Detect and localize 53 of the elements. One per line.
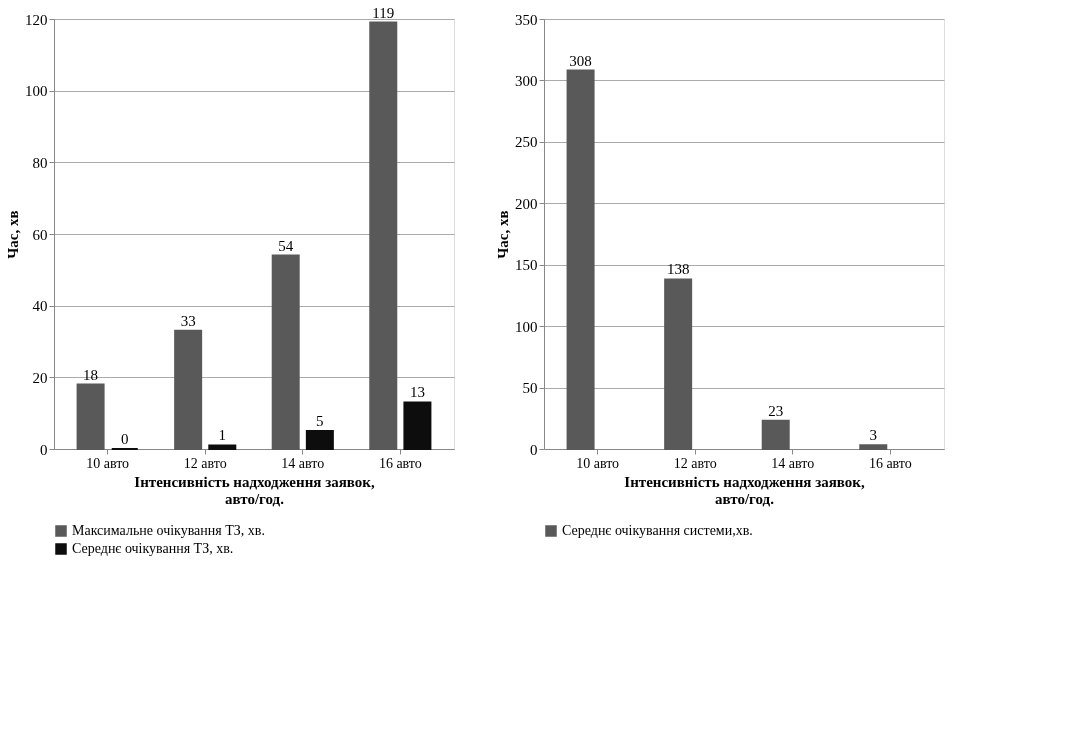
bar [403, 401, 432, 450]
y-axis-title: Час, хв [5, 210, 21, 259]
x-tick-label: 10 авто [86, 455, 130, 471]
bar [76, 383, 105, 450]
y-tick-label: 300 [515, 72, 538, 89]
x-tick-label: 16 авто [378, 455, 422, 471]
bar [566, 69, 595, 450]
x-tick-label: 10 авто [576, 455, 620, 471]
x-tick-label: 14 авто [771, 455, 815, 471]
y-tick-label: 0 [40, 441, 48, 458]
x-axis-title: Інтенсивність надходження заявок, авто/год. [134, 473, 375, 507]
y-tick-label: 150 [515, 257, 538, 274]
data-label: 308 [569, 52, 592, 69]
data-label: 23 [768, 402, 784, 419]
y-tick-label: 350 [515, 11, 538, 28]
y-tick-label: 100 [25, 83, 48, 100]
bar [761, 419, 790, 450]
y-tick-label: 100 [515, 318, 538, 335]
bar [664, 278, 693, 450]
x-axis-title: Інтенсивність надходження заявок, авто/год. [624, 473, 865, 507]
bar [369, 21, 398, 450]
y-tick-label: 0 [530, 441, 538, 458]
y-tick-label: 80 [32, 154, 48, 171]
x-tick-label: 16 авто [868, 455, 912, 471]
y-tick-label: 60 [32, 226, 48, 243]
y-axis-title: Час, хв [495, 210, 511, 259]
y-tick-label: 40 [32, 298, 48, 315]
legend-label: Середнє очікування системи,хв. [562, 523, 753, 538]
data-label: 5 [316, 413, 324, 430]
data-label: 119 [372, 4, 395, 21]
bar [305, 430, 334, 450]
data-label: 54 [278, 237, 294, 254]
y-tick-label: 20 [32, 369, 48, 386]
data-label: 138 [666, 261, 690, 278]
y-tick-label: 50 [522, 380, 538, 397]
bar [208, 444, 237, 450]
data-label: 13 [409, 384, 425, 401]
x-tick-label: 14 авто [281, 455, 325, 471]
bar [859, 444, 888, 450]
data-label: 3 [869, 427, 878, 444]
x-tick-label: 12 авто [183, 455, 227, 471]
data-label: 18 [83, 366, 99, 383]
legend-label: Середнє очікування ТЗ, хв. [72, 541, 234, 556]
data-label: 0 [120, 431, 129, 447]
data-label: 33 [180, 312, 196, 329]
y-tick-label: 250 [515, 134, 538, 151]
bar [271, 254, 300, 450]
y-tick-label: 120 [25, 11, 48, 28]
legend-label: Максимальне очікування ТЗ, хв. [72, 523, 265, 538]
bar [174, 329, 203, 450]
data-label: 1 [218, 427, 227, 444]
x-tick-label: 12 авто [673, 455, 717, 471]
y-tick-label: 200 [515, 195, 538, 212]
